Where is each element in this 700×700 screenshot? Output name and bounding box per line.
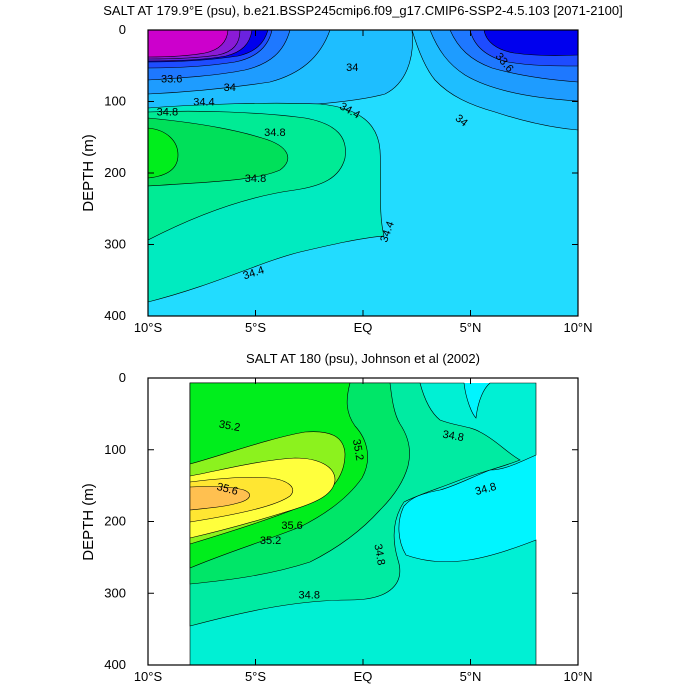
contour-label: 34.8 [264, 127, 285, 139]
contour-label-text: 34 [224, 82, 236, 94]
panel-model-title: SALT AT 179.9°E (psu), b.e21.BSSP245cmip… [103, 3, 623, 18]
x-tick-label: 10°S [134, 320, 163, 335]
panel-obs: SALT AT 180 (psu), Johnson et al (2002) … [80, 351, 593, 684]
contour-label-text: 34 [453, 112, 470, 129]
band-35-0 [148, 117, 289, 187]
contour-label-text: 33.6 [161, 74, 182, 86]
x-tick-label: EQ [354, 320, 373, 335]
contour-label: 34.4 [193, 97, 214, 109]
y-tick-label: 100 [104, 94, 126, 109]
y-tick-label: 0 [119, 370, 126, 385]
panel-obs-axes: 10°S 5°S EQ 5°N 10°N 0 100 200 300 400 [104, 370, 592, 684]
contour-label-text: 35.2 [218, 419, 241, 435]
contour-label: 35.6 [281, 520, 302, 532]
panel-obs-contour-labels: 35.235.234.835.6 34.835.635.234.834.8 [215, 419, 497, 602]
x-tick-label: 5°N [460, 669, 482, 684]
x-tick-label: EQ [354, 669, 373, 684]
contour-label-text: 34.8 [157, 107, 178, 119]
panel-obs-title: SALT AT 180 (psu), Johnson et al (2002) [246, 351, 480, 366]
contour-label-text: 34.8 [299, 590, 320, 602]
contour-label: 35.2 [218, 419, 241, 435]
y-tick-label: 400 [104, 308, 126, 323]
x-tick-label: 5°N [460, 320, 482, 335]
y-tick-label: 200 [104, 165, 126, 180]
contour-label: 35.2 [260, 535, 281, 547]
panel-model: SALT AT 179.9°E (psu), b.e21.BSSP245cmip… [80, 3, 623, 335]
y-tick-label: 400 [104, 657, 126, 672]
y-tick-label: 0 [119, 22, 126, 37]
y-tick-label: 100 [104, 442, 126, 457]
band-36-2-obs [189, 486, 250, 511]
contour-label: 34.8 [442, 429, 465, 445]
panel-obs-ylabel: DEPTH (m) [80, 483, 97, 561]
x-tick-label: 10°S [134, 669, 163, 684]
contour-label-text: 34 [346, 62, 358, 74]
contour-label-text: 35.6 [281, 520, 302, 532]
contour-label: 34.8 [157, 107, 178, 119]
band-32-8-west [148, 30, 229, 58]
contour-label: 35.2 [350, 438, 366, 461]
contour-label: 34.8 [474, 481, 498, 498]
contour-label-text: 34.8 [264, 127, 285, 139]
contour-label: 34 [224, 82, 236, 94]
contour-label: 35.6 [215, 481, 239, 498]
contour-label-text: 35.2 [350, 438, 366, 461]
contour-label: 34 [346, 62, 358, 74]
contour-label-text: 34.4 [193, 97, 214, 109]
band-33-4-ne [483, 30, 578, 56]
contour-label-text: 35.6 [215, 481, 239, 498]
contour-label: 33.6 [161, 74, 182, 86]
contour-label-text: 34.8 [245, 173, 266, 185]
x-tick-label: 10°N [563, 320, 592, 335]
y-tick-label: 200 [104, 514, 126, 529]
panel-model-axes: 10°S 5°S EQ 5°N 10°N 0 100 200 300 400 [104, 22, 592, 335]
contour-label-text: 34.8 [442, 429, 465, 445]
contour-label: 34.8 [299, 590, 320, 602]
y-tick-label: 300 [104, 585, 126, 600]
contour-label: 34.8 [245, 173, 266, 185]
x-tick-label: 5°S [245, 320, 266, 335]
band-35-2 [148, 127, 179, 179]
y-tick-label: 300 [104, 237, 126, 252]
x-tick-label: 10°N [563, 669, 592, 684]
contour-label-text: 34.8 [474, 481, 498, 498]
panel-model-fill [148, 30, 578, 316]
x-tick-label: 5°S [245, 669, 266, 684]
panel-model-ylabel: DEPTH (m) [80, 134, 97, 212]
contour-label-text: 35.2 [260, 535, 281, 547]
band-33-8 [148, 30, 578, 83]
contour-label: 34.8 [371, 543, 387, 566]
panel-obs-fill [189, 382, 537, 665]
contour-label: 34 [453, 112, 470, 129]
contour-label-text: 34.8 [371, 543, 387, 566]
